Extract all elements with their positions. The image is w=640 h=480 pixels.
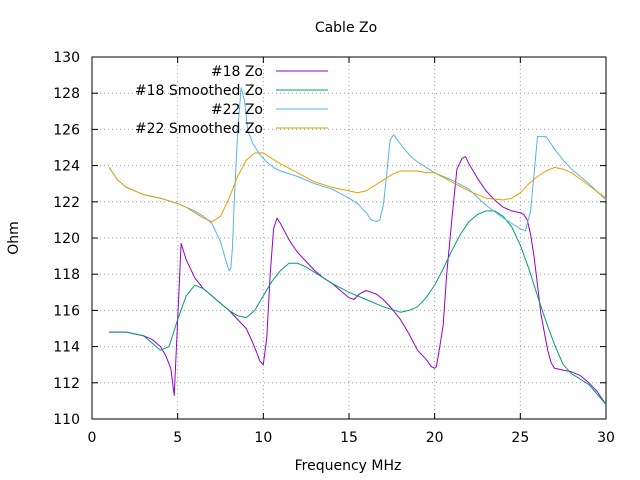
legend-label: #22 Smoothed Zo <box>135 121 263 137</box>
x-tick-label: 15 <box>340 430 358 446</box>
x-axis-label: Frequency MHz <box>295 458 402 474</box>
y-tick-label: 114 <box>53 340 80 356</box>
legend-label: #18 Zo <box>211 64 263 80</box>
chart-title: Cable Zo <box>315 20 377 36</box>
y-tick-label: 128 <box>53 86 80 102</box>
series-line <box>108 152 607 223</box>
legend-label: #18 Smoothed Zo <box>135 83 263 99</box>
legend-label: #22 Zo <box>211 102 263 118</box>
x-tick-label: 30 <box>597 430 615 446</box>
y-tick-label: 112 <box>53 376 80 392</box>
y-tick-label: 126 <box>53 122 80 138</box>
y-tick-label: 122 <box>53 195 80 211</box>
y-tick-label: 116 <box>53 303 80 319</box>
x-tick-label: 5 <box>173 430 182 446</box>
axis-ticks: 0 5 10 15 20 25 30 110 112 114 116 118 120 122 124 126 1… <box>53 50 615 446</box>
y-tick-label: 120 <box>53 231 80 247</box>
series-lines <box>108 87 607 405</box>
y-tick-label: 118 <box>53 267 80 283</box>
grid-lines <box>92 57 606 419</box>
x-tick-label: 10 <box>254 430 272 446</box>
series-line <box>109 210 607 405</box>
y-tick-label: 124 <box>53 159 80 175</box>
y-tick-label: 130 <box>53 50 80 66</box>
x-tick-label: 25 <box>511 430 529 446</box>
legend: #18 Zo #18 Smoothed Zo #22 Zo #22 Smoothed … <box>135 64 328 137</box>
series-line <box>108 87 607 272</box>
y-tick-label: 110 <box>53 412 80 428</box>
x-tick-label: 20 <box>426 430 444 446</box>
x-tick-label: 0 <box>88 430 97 446</box>
y-axis-label: Ohm <box>6 221 22 255</box>
series-line <box>109 156 607 405</box>
